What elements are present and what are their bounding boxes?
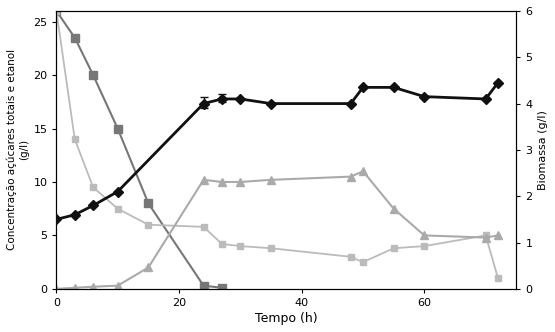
- X-axis label: Tempo (h): Tempo (h): [255, 312, 317, 325]
- Y-axis label: Concentração açúcares totais e etanol
(g/l): Concentração açúcares totais e etanol (g…: [7, 49, 29, 250]
- Y-axis label: Biomassa (g/l): Biomassa (g/l): [538, 110, 548, 190]
